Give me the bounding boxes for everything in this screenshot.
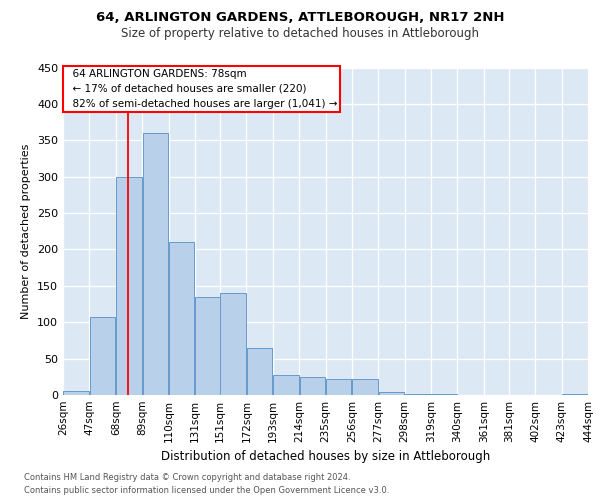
Bar (247, 348, 272, 395)
Y-axis label: Number of detached properties: Number of detached properties (22, 144, 31, 319)
Bar (64, 392, 89, 395)
Bar (299, 377, 325, 395)
Bar (405, 394, 431, 395)
X-axis label: Distribution of detached houses by size in Attleborough: Distribution of detached houses by size … (161, 450, 490, 464)
Text: Contains HM Land Registry data © Crown copyright and database right 2024.: Contains HM Land Registry data © Crown c… (24, 472, 350, 482)
Bar (273, 376, 299, 395)
Bar (431, 394, 457, 395)
Bar (143, 133, 168, 395)
Bar (195, 296, 221, 395)
Text: Size of property relative to detached houses in Attleborough: Size of property relative to detached ho… (121, 28, 479, 40)
Text: 64 ARLINGTON GARDENS: 78sqm
  ← 17% of detached houses are smaller (220)
  82% o: 64 ARLINGTON GARDENS: 78sqm ← 17% of det… (65, 69, 337, 108)
Bar (220, 293, 246, 395)
Bar (562, 394, 587, 395)
Bar (116, 176, 142, 395)
Text: Contains public sector information licensed under the Open Government Licence v3: Contains public sector information licen… (24, 486, 389, 495)
Text: 64, ARLINGTON GARDENS, ATTLEBOROUGH, NR17 2NH: 64, ARLINGTON GARDENS, ATTLEBOROUGH, NR1… (96, 11, 504, 24)
Bar (352, 379, 378, 395)
Bar (326, 379, 352, 395)
Bar (169, 242, 194, 395)
Bar (90, 317, 115, 395)
Bar (379, 392, 404, 395)
